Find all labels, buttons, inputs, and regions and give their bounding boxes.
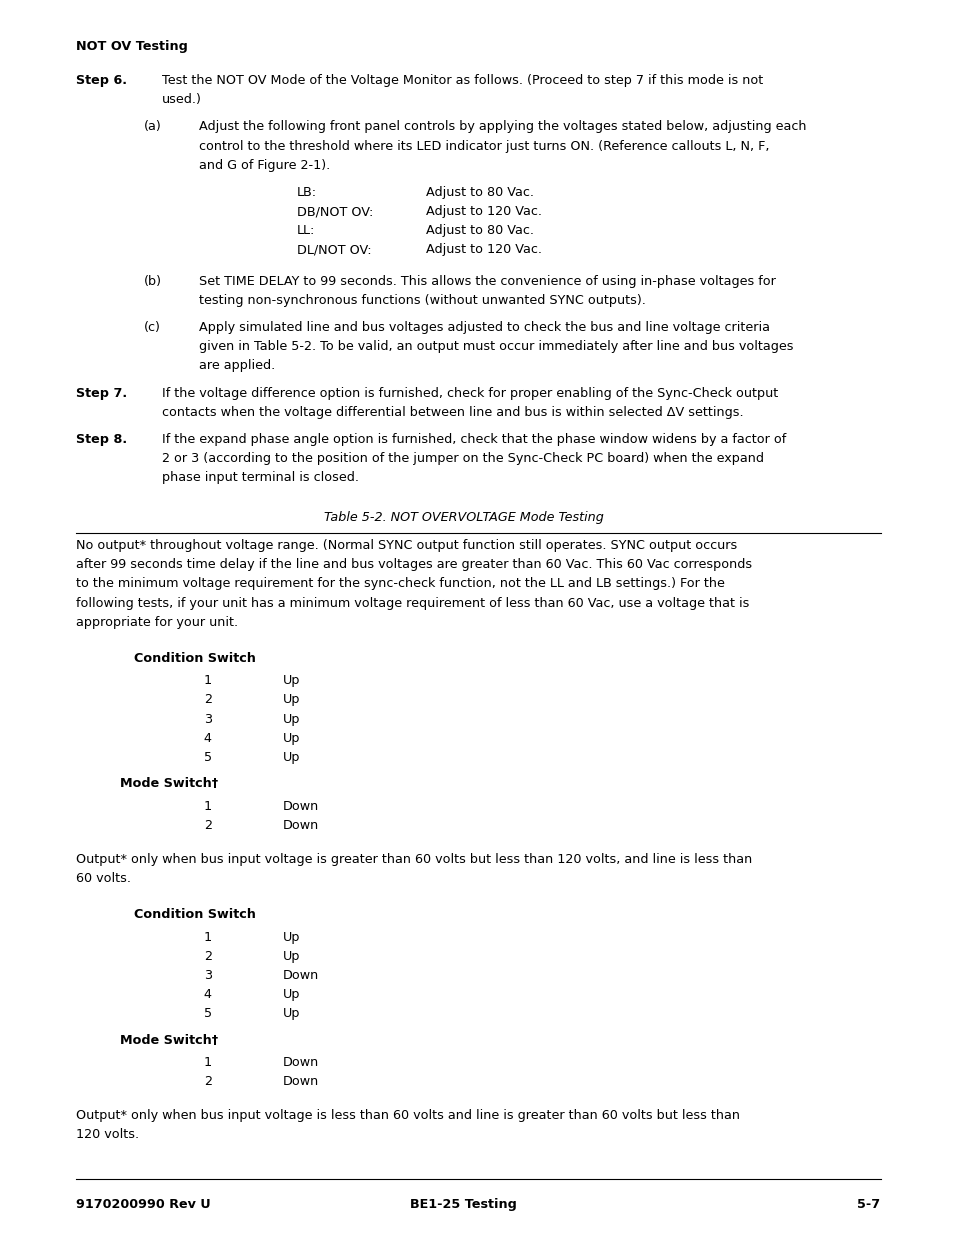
Text: Table 5-2. NOT OVERVOLTAGE Mode Testing: Table 5-2. NOT OVERVOLTAGE Mode Testing: [323, 510, 602, 524]
Text: Step 6.: Step 6.: [76, 74, 127, 88]
Text: Up: Up: [282, 731, 300, 745]
Text: NOT OV Testing: NOT OV Testing: [76, 40, 188, 53]
Text: Up: Up: [282, 930, 300, 944]
Text: Adjust the following front panel controls by applying the voltages stated below,: Adjust the following front panel control…: [199, 121, 806, 133]
Text: to the minimum voltage requirement for the sync-check function, not the LL and L: to the minimum voltage requirement for t…: [76, 577, 724, 590]
Text: Condition Switch: Condition Switch: [134, 908, 256, 921]
Text: Up: Up: [282, 1007, 300, 1020]
Text: Apply simulated line and bus voltages adjusted to check the bus and line voltage: Apply simulated line and bus voltages ad…: [199, 321, 769, 335]
Text: testing non-synchronous functions (without unwanted SYNC outputs).: testing non-synchronous functions (witho…: [199, 294, 645, 308]
Text: control to the threshold where its LED indicator just turns ON. (Reference callo: control to the threshold where its LED i…: [199, 140, 769, 153]
Text: No output* throughout voltage range. (Normal SYNC output function still operates: No output* throughout voltage range. (No…: [76, 538, 737, 552]
Text: LB:: LB:: [296, 186, 316, 199]
Text: Up: Up: [282, 950, 300, 963]
Text: contacts when the voltage differential between line and bus is within selected Δ: contacts when the voltage differential b…: [162, 405, 743, 419]
Text: 3: 3: [204, 713, 212, 726]
Text: Mode Switch†: Mode Switch†: [120, 777, 218, 790]
Text: Step 7.: Step 7.: [76, 387, 127, 400]
Text: after 99 seconds time delay if the line and bus voltages are greater than 60 Vac: after 99 seconds time delay if the line …: [76, 558, 751, 572]
Text: 2: 2: [204, 950, 212, 963]
Text: Output* only when bus input voltage is less than 60 volts and line is greater th: Output* only when bus input voltage is l…: [76, 1109, 740, 1123]
Text: Adjust to 120 Vac.: Adjust to 120 Vac.: [426, 205, 542, 219]
Text: LL:: LL:: [296, 224, 314, 237]
Text: 4: 4: [204, 731, 212, 745]
Text: 5: 5: [204, 751, 212, 764]
Text: Condition Switch: Condition Switch: [134, 652, 256, 666]
Text: 120 volts.: 120 volts.: [76, 1128, 139, 1141]
Text: 2: 2: [204, 693, 212, 706]
Text: If the voltage difference option is furnished, check for proper enabling of the : If the voltage difference option is furn…: [162, 387, 778, 400]
Text: Step 8.: Step 8.: [76, 432, 127, 446]
Text: Down: Down: [282, 799, 318, 813]
Text: Adjust to 80 Vac.: Adjust to 80 Vac.: [426, 186, 534, 199]
Text: Test the NOT OV Mode of the Voltage Monitor as follows. (Proceed to step 7 if th: Test the NOT OV Mode of the Voltage Moni…: [162, 74, 762, 88]
Text: (b): (b): [144, 274, 161, 288]
Text: Adjust to 80 Vac.: Adjust to 80 Vac.: [426, 224, 534, 237]
Text: Output* only when bus input voltage is greater than 60 volts but less than 120 v: Output* only when bus input voltage is g…: [76, 852, 752, 866]
Text: 4: 4: [204, 988, 212, 1002]
Text: 1: 1: [204, 799, 212, 813]
Text: Set TIME DELAY to 99 seconds. This allows the convenience of using in-phase volt: Set TIME DELAY to 99 seconds. This allow…: [199, 274, 776, 288]
Text: 2 or 3 (according to the position of the jumper on the Sync-Check PC board) when: 2 or 3 (according to the position of the…: [162, 452, 763, 466]
Text: Up: Up: [282, 674, 300, 688]
Text: BE1-25 Testing: BE1-25 Testing: [410, 1198, 517, 1212]
Text: 5: 5: [204, 1007, 212, 1020]
Text: 1: 1: [204, 930, 212, 944]
Text: given in Table 5-2. To be valid, an output must occur immediately after line and: given in Table 5-2. To be valid, an outp…: [199, 340, 793, 353]
Text: are applied.: are applied.: [199, 359, 275, 373]
Text: and G of Figure 2-1).: and G of Figure 2-1).: [199, 159, 330, 172]
Text: used.): used.): [162, 94, 202, 106]
Text: Down: Down: [282, 968, 318, 982]
Text: Down: Down: [282, 819, 318, 832]
Text: Adjust to 120 Vac.: Adjust to 120 Vac.: [426, 243, 542, 257]
Text: Up: Up: [282, 751, 300, 764]
Text: 2: 2: [204, 819, 212, 832]
Text: Down: Down: [282, 1074, 318, 1088]
Text: appropriate for your unit.: appropriate for your unit.: [76, 615, 238, 629]
Text: DL/NOT OV:: DL/NOT OV:: [296, 243, 371, 257]
Text: 1: 1: [204, 1056, 212, 1070]
Text: 2: 2: [204, 1074, 212, 1088]
Text: (c): (c): [144, 321, 160, 335]
Text: Down: Down: [282, 1056, 318, 1070]
Text: 1: 1: [204, 674, 212, 688]
Text: If the expand phase angle option is furnished, check that the phase window widen: If the expand phase angle option is furn…: [162, 432, 785, 446]
Text: 3: 3: [204, 968, 212, 982]
Text: 60 volts.: 60 volts.: [76, 872, 131, 885]
Text: DB/NOT OV:: DB/NOT OV:: [296, 205, 373, 219]
Text: 5-7: 5-7: [857, 1198, 880, 1212]
Text: following tests, if your unit has a minimum voltage requirement of less than 60 : following tests, if your unit has a mini…: [76, 597, 749, 610]
Text: Mode Switch†: Mode Switch†: [120, 1034, 218, 1047]
Text: Up: Up: [282, 988, 300, 1002]
Text: (a): (a): [144, 121, 161, 133]
Text: 9170200990 Rev U: 9170200990 Rev U: [76, 1198, 211, 1212]
Text: Up: Up: [282, 693, 300, 706]
Text: phase input terminal is closed.: phase input terminal is closed.: [162, 471, 359, 484]
Text: Up: Up: [282, 713, 300, 726]
